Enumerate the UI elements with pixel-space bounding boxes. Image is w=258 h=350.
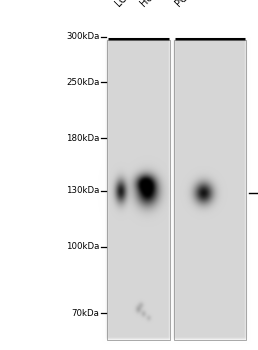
Text: 130kDa: 130kDa: [66, 186, 99, 195]
Text: PC-12: PC-12: [173, 0, 200, 9]
Text: HeLa: HeLa: [138, 0, 163, 9]
Text: 100kDa: 100kDa: [66, 242, 99, 251]
Text: 250kDa: 250kDa: [66, 78, 99, 87]
Bar: [107, 40, 170, 340]
Bar: [174, 40, 246, 340]
Text: 70kDa: 70kDa: [71, 309, 99, 318]
Text: LO2: LO2: [114, 0, 134, 9]
Text: 300kDa: 300kDa: [66, 32, 99, 41]
Text: 180kDa: 180kDa: [66, 134, 99, 143]
